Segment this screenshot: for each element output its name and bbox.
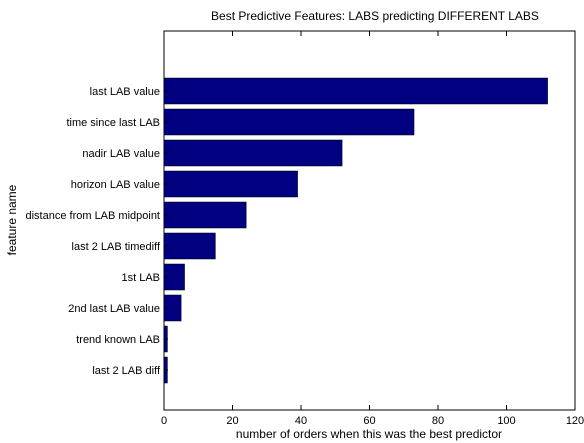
bar-3 <box>163 170 298 198</box>
bar-1 <box>163 108 415 136</box>
y-axis-label: feature name <box>5 184 19 255</box>
category-label-3: horizon LAB value <box>71 179 160 191</box>
bar-2 <box>163 139 343 167</box>
category-label-7: 2nd last LAB value <box>68 303 160 315</box>
bars-group <box>163 77 548 384</box>
category-label-4: distance from LAB midpoint <box>25 210 160 222</box>
bar-5 <box>163 232 216 260</box>
category-label-0: last LAB value <box>90 86 160 98</box>
category-labels: last LAB value time since last LAB nadir L… <box>25 86 168 377</box>
x-tick-label-3: 60 <box>363 415 375 427</box>
category-label-1: time since last LAB <box>66 117 160 129</box>
category-label-8: trend known LAB <box>76 334 160 346</box>
bar-0 <box>163 77 548 105</box>
category-label-6: 1st LAB <box>121 272 160 284</box>
category-label-2: nadir LAB value <box>82 148 160 160</box>
chart-title: Best Predictive Features: LABS predictin… <box>211 9 539 23</box>
x-tick-label-1: 20 <box>226 415 238 427</box>
x-axis-ticks: 0 20 40 60 80 100 120 <box>161 31 584 427</box>
x-axis-label: number of orders when this was the best … <box>236 427 502 441</box>
x-tick-label-6: 120 <box>566 415 584 427</box>
x-tick-label-0: 0 <box>161 415 167 427</box>
x-tick-label-4: 80 <box>432 415 444 427</box>
x-tick-label-2: 40 <box>295 415 307 427</box>
bar-4 <box>163 201 247 229</box>
category-label-5: last 2 LAB timediff <box>72 241 161 253</box>
x-tick-label-5: 100 <box>497 415 515 427</box>
category-label-9: last 2 LAB diff <box>92 365 161 377</box>
